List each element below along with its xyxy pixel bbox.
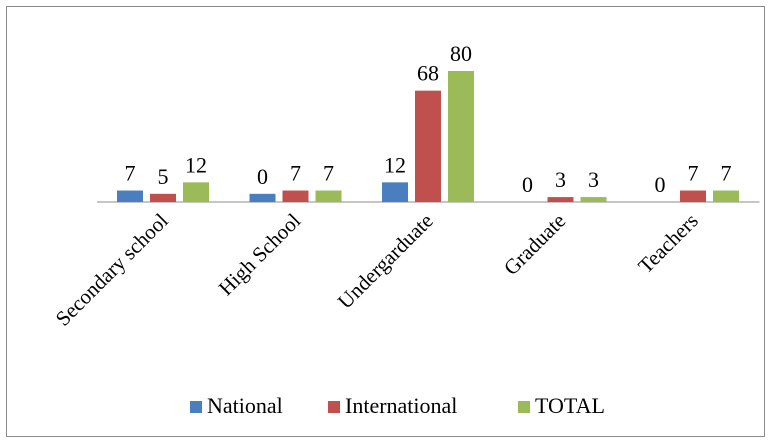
data-label-total-high-school: 7 — [323, 161, 334, 186]
bar-total-undergarduate — [448, 71, 474, 202]
category-label-teachers: Teachers — [633, 209, 703, 279]
legend-swatch-total — [518, 401, 530, 413]
legend-label-total: TOTAL — [535, 393, 605, 418]
bar-national-secondary-school — [117, 190, 143, 202]
data-label-international-graduate: 3 — [555, 167, 566, 192]
legend-swatch-international — [328, 401, 340, 413]
legend-label-international: International — [345, 393, 457, 418]
data-label-total-teachers: 7 — [721, 161, 732, 186]
data-label-national-high-school: 0 — [257, 164, 268, 189]
category-label-secondary-school: Secondary school — [51, 208, 173, 330]
data-label-total-undergarduate: 80 — [450, 41, 472, 66]
data-label-national-teachers: 0 — [655, 172, 666, 197]
bar-national-high-school — [249, 193, 276, 202]
data-label-national-secondary-school: 7 — [125, 161, 136, 186]
bar-total-graduate — [580, 197, 607, 202]
bar-international-teachers — [680, 190, 706, 202]
data-label-international-high-school: 7 — [290, 161, 301, 186]
data-label-total-graduate: 3 — [588, 167, 599, 192]
legend-label-national: National — [207, 393, 283, 418]
category-label-undergarduate: Undergarduate — [333, 209, 438, 314]
bar-total-high-school — [315, 190, 342, 202]
bar-total-secondary-school — [183, 182, 209, 202]
bar-total-teachers — [713, 190, 739, 202]
data-label-total-secondary-school: 12 — [185, 152, 207, 177]
legend-swatch-national — [190, 401, 202, 413]
bar-international-undergarduate — [415, 90, 441, 202]
bar-national-undergarduate — [382, 182, 408, 202]
chart-frame — [6, 6, 765, 437]
data-label-national-graduate: 0 — [522, 172, 533, 197]
bar-international-high-school — [282, 190, 309, 202]
data-label-international-secondary-school: 5 — [158, 164, 169, 189]
data-label-international-teachers: 7 — [688, 161, 699, 186]
category-label-graduate: Graduate — [499, 209, 570, 280]
data-label-national-undergarduate: 12 — [384, 152, 406, 177]
bar-international-secondary-school — [150, 193, 176, 202]
category-label-high-school: High School — [214, 208, 306, 300]
data-label-international-undergarduate: 68 — [417, 61, 439, 86]
bar-international-graduate — [547, 197, 574, 202]
